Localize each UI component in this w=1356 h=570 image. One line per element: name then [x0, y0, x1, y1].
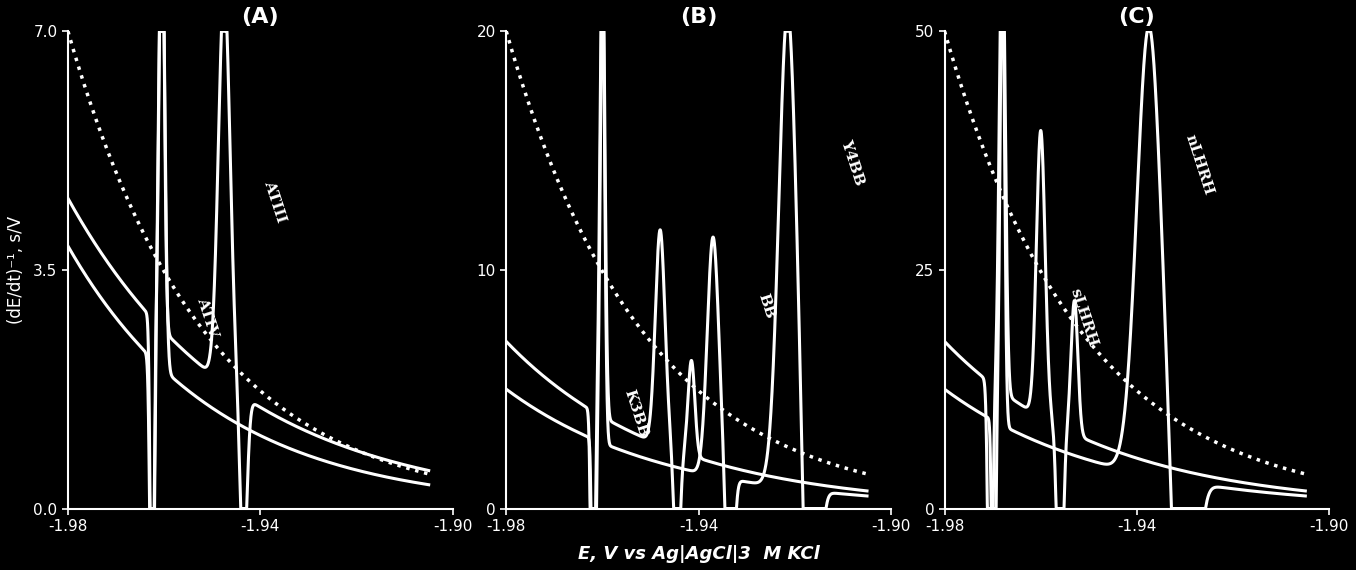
X-axis label: E, V vs Ag|AgCl|3  M KCl: E, V vs Ag|AgCl|3 M KCl	[578, 545, 819, 563]
Y-axis label: (dE/dt)⁻¹, s/V: (dE/dt)⁻¹, s/V	[7, 216, 24, 324]
Text: K3BB: K3BB	[622, 387, 651, 439]
Text: Y4BB: Y4BB	[838, 138, 866, 188]
Text: ATIV: ATIV	[194, 296, 221, 339]
Text: BB: BB	[755, 291, 777, 320]
Text: sLHRH: sLHRH	[1069, 287, 1100, 349]
Text: ATIII: ATIII	[262, 179, 289, 225]
Title: (A): (A)	[241, 7, 279, 27]
Title: (B): (B)	[679, 7, 717, 27]
Text: nLHRH: nLHRH	[1182, 133, 1216, 197]
Title: (C): (C)	[1119, 7, 1155, 27]
